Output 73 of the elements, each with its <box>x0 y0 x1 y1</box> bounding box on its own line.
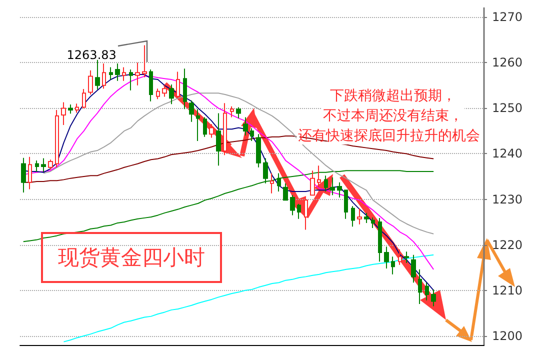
candlestick <box>330 176 335 196</box>
y-tick-label: 1210 <box>492 283 523 298</box>
candlestick <box>61 102 66 126</box>
candlestick <box>142 44 147 78</box>
candlestick <box>109 66 113 80</box>
y-tick-label: 1270 <box>492 10 523 24</box>
candlestick <box>317 165 321 188</box>
candlestick <box>169 84 174 105</box>
candlestick <box>324 175 328 192</box>
candlestick <box>68 104 73 114</box>
y-tick-label: 1250 <box>492 101 523 116</box>
y-tick-label: 1230 <box>492 192 523 206</box>
candlestick <box>162 84 167 98</box>
candlestick <box>250 128 254 142</box>
y-tick-label: 1240 <box>492 146 523 161</box>
y-tick-label: 1260 <box>492 56 523 70</box>
candlestick <box>196 108 200 142</box>
candlestick <box>223 102 227 156</box>
candlestick <box>404 251 409 264</box>
candlestick <box>21 157 26 193</box>
candlestick <box>283 182 288 201</box>
candlestick <box>364 212 369 224</box>
candlestick <box>378 217 382 262</box>
candlestick <box>95 59 100 90</box>
candlestick <box>115 63 120 82</box>
candlestick <box>398 248 402 266</box>
candlestick <box>122 66 126 82</box>
candlestick <box>48 159 53 170</box>
text: 现货黄金四小时 <box>58 246 205 270</box>
candlestick <box>102 63 106 90</box>
candlestick <box>35 160 39 172</box>
candlestick <box>357 208 362 225</box>
candlestick <box>256 134 261 168</box>
candlestick <box>425 282 429 301</box>
candlestick <box>88 70 93 96</box>
candlestick <box>176 71 180 99</box>
annotation: 1263.83 <box>66 48 116 62</box>
candlestick <box>41 158 46 172</box>
candlestick <box>183 68 187 110</box>
candlestick <box>209 124 214 138</box>
candlestick <box>135 62 140 86</box>
candlestick <box>156 88 160 100</box>
candlestick <box>149 68 153 102</box>
candlestick <box>431 288 436 307</box>
candlestick <box>28 156 32 190</box>
candlestick <box>371 216 375 228</box>
candlestick <box>270 172 274 194</box>
candlestick <box>391 256 395 275</box>
candlestick <box>236 106 241 119</box>
candlestick <box>216 112 221 166</box>
candlestick <box>351 206 355 228</box>
annotation: 不过本周还没有结束， <box>323 108 463 124</box>
candlestick <box>418 268 422 305</box>
candlestick <box>75 103 79 114</box>
candlestick <box>82 88 86 109</box>
candlestick <box>243 116 248 136</box>
candlestick <box>297 203 301 220</box>
candlestick <box>337 182 342 198</box>
candlestick <box>129 68 133 91</box>
y-tick-label: 1220 <box>492 238 523 252</box>
candlestick <box>55 110 59 168</box>
annotation: 下跌稍微超出预期， <box>330 88 456 104</box>
candlestick <box>203 116 207 138</box>
y-tick-label: 1200 <box>492 328 523 343</box>
candlestick <box>189 100 194 122</box>
candlestick <box>304 200 308 230</box>
candlestick <box>230 106 234 118</box>
candlestick <box>411 254 416 284</box>
candlestick <box>310 170 315 196</box>
candlestick <box>277 172 281 192</box>
candlestick <box>290 194 295 216</box>
candlestick <box>344 190 348 220</box>
candlestick <box>384 246 389 269</box>
